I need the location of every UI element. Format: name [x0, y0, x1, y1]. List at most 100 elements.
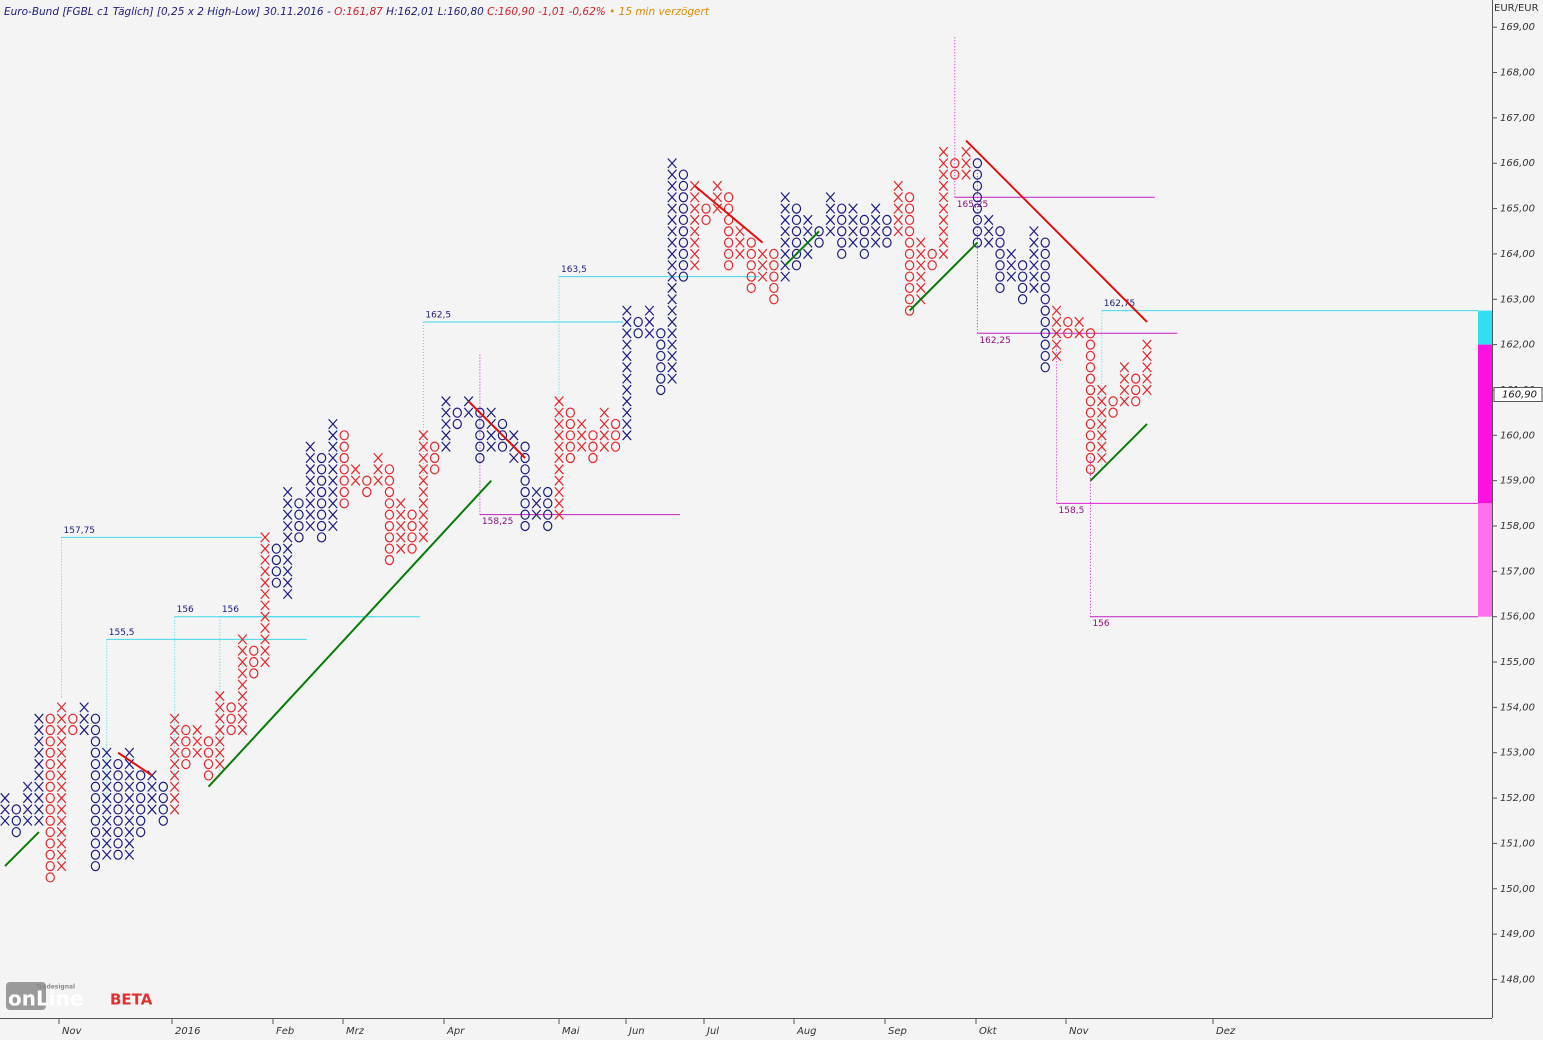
x-box — [237, 668, 248, 679]
pf-column — [475, 407, 485, 464]
o-box — [475, 441, 485, 452]
trendline — [117, 751, 153, 777]
o-box — [68, 724, 78, 736]
o-box — [972, 203, 983, 214]
pf-column — [0, 792, 10, 826]
o-box — [475, 418, 485, 430]
x-tick-label: Jul — [705, 1026, 719, 1037]
x-box — [938, 248, 949, 260]
x-box — [780, 203, 790, 214]
pf-column — [1074, 316, 1084, 339]
x-box — [34, 770, 44, 781]
pf-column — [181, 724, 191, 770]
o-box — [384, 475, 395, 486]
o-box — [610, 430, 621, 441]
o-box — [497, 441, 508, 452]
o-box — [520, 509, 530, 520]
x-box — [667, 192, 677, 203]
pf-column — [68, 713, 78, 736]
x-box — [1074, 328, 1084, 339]
o-box — [1017, 294, 1028, 305]
pf-column — [972, 158, 983, 248]
y-tick-label: 150,00 — [1500, 884, 1535, 895]
o-box — [678, 260, 689, 271]
x-box — [848, 237, 858, 248]
x-box — [622, 362, 632, 373]
o-box — [316, 464, 327, 475]
x-box — [893, 180, 903, 192]
y-tick-label: 156,00 — [1500, 612, 1535, 623]
x-box — [893, 214, 903, 226]
x-box — [780, 248, 790, 260]
pf-column — [723, 192, 734, 271]
o-box — [113, 781, 123, 792]
x-tick-label: Nov — [62, 1026, 83, 1037]
o-box — [249, 656, 259, 668]
o-box — [1085, 384, 1096, 396]
x-box — [554, 430, 564, 441]
x-box — [56, 838, 67, 849]
o-box — [1131, 384, 1141, 396]
o-box — [45, 747, 55, 758]
x-box — [1006, 271, 1017, 282]
x-box — [599, 418, 610, 430]
o-box — [90, 724, 101, 736]
o-box — [995, 237, 1005, 248]
pf-column — [79, 702, 89, 736]
header-part: • 15 min verzögert — [606, 6, 710, 18]
x-box — [282, 498, 293, 509]
x-box — [56, 736, 67, 747]
pf-column — [678, 169, 689, 282]
level-label: 157,75 — [64, 526, 96, 536]
x-box — [102, 792, 112, 804]
x-box — [1097, 418, 1107, 430]
x-box — [757, 260, 768, 271]
x-box — [576, 441, 587, 452]
pf-column — [588, 430, 598, 464]
o-box — [972, 214, 983, 226]
pf-column — [950, 158, 960, 180]
x-box — [79, 724, 89, 736]
x-box — [825, 203, 836, 214]
o-box — [565, 441, 576, 452]
x-tick-label: Feb — [276, 1026, 294, 1037]
x-box — [328, 441, 338, 452]
o-box — [1040, 316, 1050, 328]
x-box — [79, 702, 89, 713]
x-box — [599, 441, 610, 452]
logo: Tradesignal onLine BETA — [6, 982, 153, 1011]
pf-column — [124, 747, 135, 860]
x-box — [870, 203, 881, 214]
o-box — [203, 758, 214, 770]
o-box — [158, 815, 168, 826]
o-box — [90, 758, 101, 770]
x-box — [735, 248, 745, 260]
o-box — [904, 203, 915, 214]
x-box — [237, 645, 248, 656]
pf-column — [56, 702, 67, 872]
x-box — [667, 203, 677, 214]
x-box — [735, 237, 745, 248]
pf-column — [407, 509, 417, 554]
x-box — [260, 577, 270, 588]
o-box — [927, 248, 937, 260]
logo-brand: Tradesignal — [36, 984, 75, 991]
x-box — [396, 498, 406, 509]
o-box — [1085, 464, 1096, 475]
o-box — [701, 203, 711, 214]
x-box — [418, 486, 429, 498]
pf-column — [22, 781, 33, 826]
x-box — [1029, 260, 1039, 271]
o-box — [68, 713, 78, 724]
o-box — [656, 384, 666, 396]
x-box — [667, 362, 677, 373]
o-box — [565, 418, 576, 430]
o-box — [339, 441, 349, 452]
x-box — [1097, 384, 1107, 396]
y-tick-label: 159,00 — [1500, 476, 1535, 487]
x-box — [328, 418, 338, 430]
o-box — [972, 226, 983, 237]
x-box — [260, 611, 270, 622]
o-box — [90, 736, 101, 747]
y-tick-label: 152,00 — [1500, 793, 1535, 804]
